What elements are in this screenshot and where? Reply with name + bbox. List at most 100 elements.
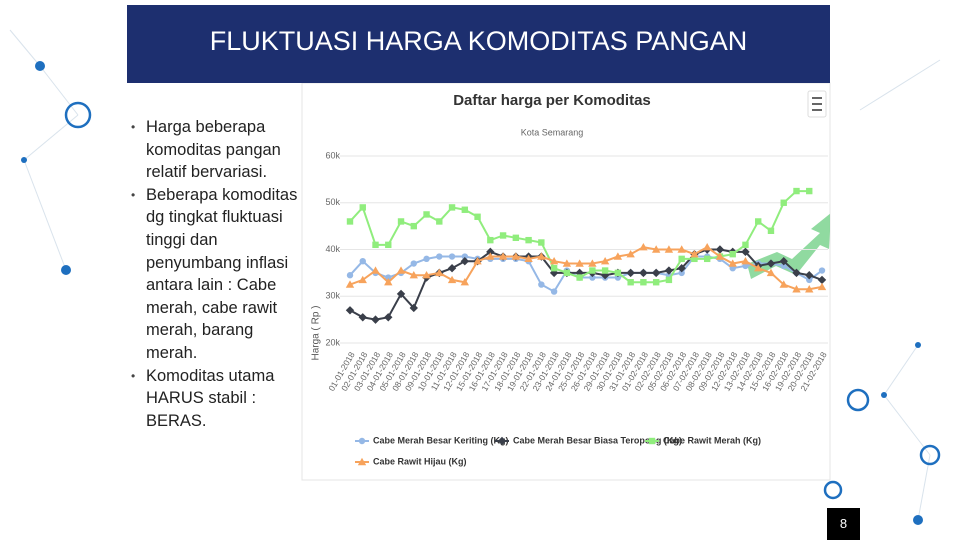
point [589,267,596,274]
point [626,249,635,258]
point [818,267,826,274]
point [601,267,609,274]
point [359,204,366,211]
point [678,269,685,277]
point [410,222,417,230]
point [345,306,355,315]
point [385,241,392,249]
point [550,265,558,272]
point [589,274,596,281]
point [640,279,647,286]
point [486,252,495,260]
point [664,266,674,275]
point [371,315,380,324]
point [806,276,813,284]
point [639,268,648,278]
legend-label: Cabe Merah Besar Keriting (Kg) [373,435,509,445]
y-tick-label: 20k [325,337,340,347]
point [512,234,520,242]
point [538,239,545,246]
point [537,252,546,260]
point [691,255,698,263]
point [806,187,813,195]
chart-subtitle: Kota Semarang [521,127,584,137]
point [741,247,750,257]
point [614,269,622,277]
point [792,285,801,293]
point [588,259,597,267]
point [461,206,469,213]
point [498,252,508,260]
point [779,256,788,266]
point [384,313,393,322]
legend-label: Cabe Merah Besar Biasa Teropong (Kg) [513,435,682,445]
point [346,272,354,279]
chart: Daftar harga per Komoditas Kota Semarang… [311,90,830,466]
point [600,256,610,265]
point [817,275,827,285]
legend-label: Cabe Rawit Hijau (Kg) [373,456,467,466]
point [447,264,457,273]
point [550,288,558,295]
y-tick-label: 30k [325,291,340,301]
point [742,241,749,249]
y-tick-label: 40k [325,244,340,254]
point [562,259,572,267]
menu-icon [807,90,827,118]
point [677,264,686,273]
point [651,268,661,278]
point [715,245,725,254]
point [460,278,470,286]
series-line [349,190,810,284]
point [487,236,494,244]
point [549,256,559,265]
y-tick-label: 50k [325,197,340,207]
chart-title: Daftar harga per Komoditas [453,92,651,109]
point [448,253,456,260]
point [358,313,367,322]
point [396,289,406,299]
point [729,250,736,258]
bullet: Harga beberapa komoditas pangan relatif … [127,116,299,184]
point [396,266,406,274]
point [385,274,392,281]
point [461,253,469,260]
point [805,285,814,293]
point [779,280,788,288]
point [436,218,443,225]
point [677,245,686,253]
y-tick-label: 60k [325,150,340,160]
point [410,260,417,267]
point [435,268,444,277]
point [690,249,699,258]
point [422,271,431,279]
point [447,275,457,284]
point [346,218,354,225]
point [372,241,379,249]
point [397,218,405,225]
point [741,256,750,265]
point [755,218,762,225]
point [754,264,763,272]
point [639,242,648,251]
point [423,255,430,263]
point [817,282,827,291]
point [613,252,623,260]
point [511,252,521,260]
legend-label: Cabe Rawit Merah (Kg) [663,435,761,445]
point [563,269,571,277]
bullet: Komoditas utama HARUS stabil : BERAS. [127,365,299,433]
point [499,232,507,239]
point [371,266,380,274]
point [359,257,366,265]
point [626,268,635,278]
point [703,255,711,263]
y-axis-label: Harga ( Rp ) [311,305,322,360]
point [715,252,725,260]
point [460,256,470,266]
point [384,278,393,286]
point [448,204,456,211]
point [664,245,674,253]
point [486,247,495,257]
